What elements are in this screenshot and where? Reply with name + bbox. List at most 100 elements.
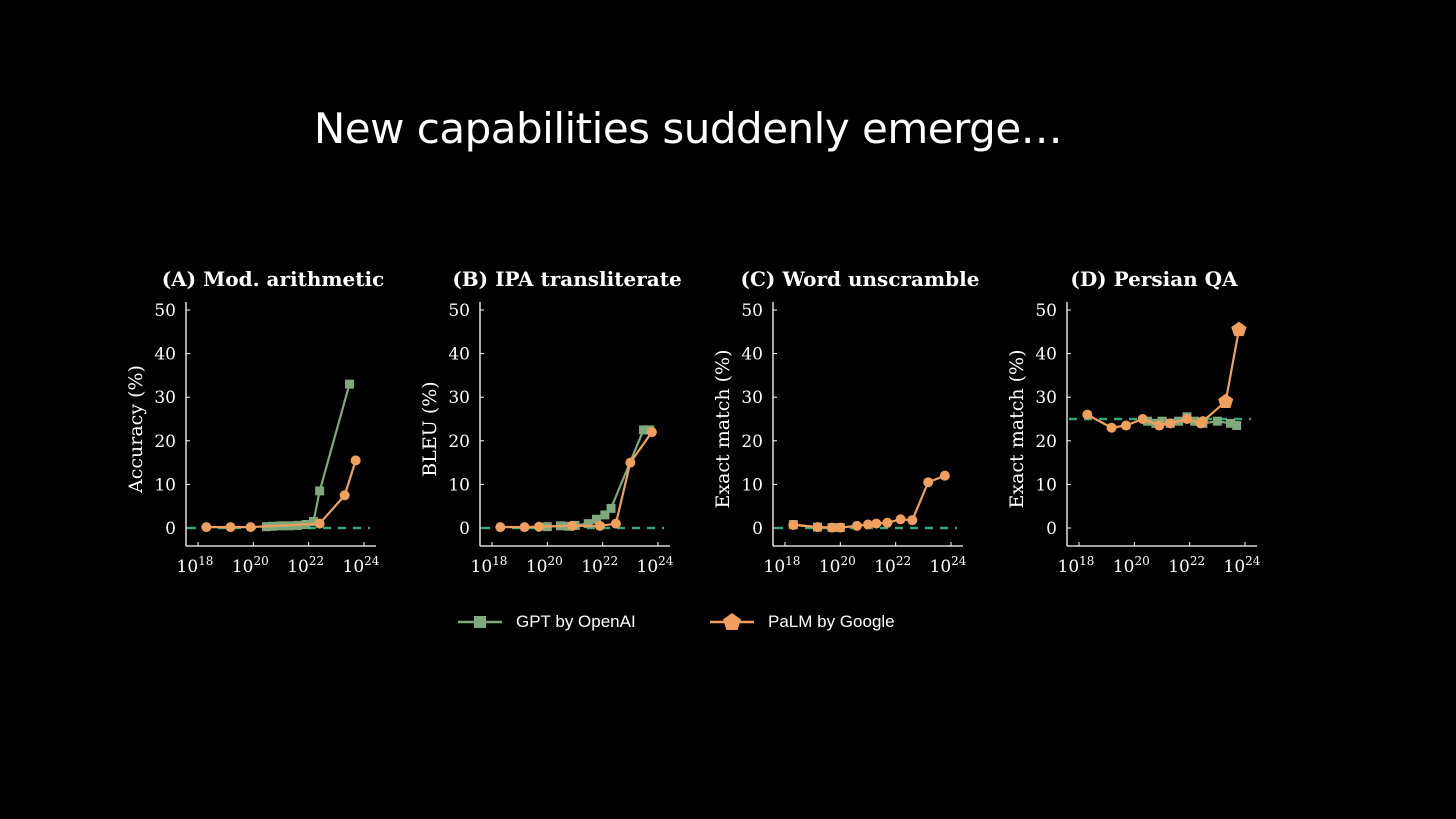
data-point-palm	[1181, 414, 1192, 424]
x-tick-label: 1022	[287, 554, 324, 577]
data-point-palm	[923, 477, 934, 488]
data-point-palm	[567, 520, 578, 531]
data-point-palm	[1197, 416, 1208, 427]
data-point-palm	[610, 518, 621, 529]
data-point-palm	[534, 521, 545, 532]
y-tick-label: 30	[448, 388, 470, 408]
y-tick-label: 30	[1035, 388, 1057, 408]
x-tick-label: 1018	[1058, 554, 1095, 577]
data-point-palm	[1218, 393, 1234, 408]
y-tick-label: 0	[165, 519, 176, 539]
data-point-palm	[646, 427, 657, 438]
y-tick-label: 20	[154, 432, 176, 452]
x-tick-label: 1024	[1224, 554, 1261, 577]
data-point-gpt	[1226, 418, 1236, 428]
data-point-gpt	[583, 519, 593, 529]
data-point-gpt	[345, 379, 355, 389]
y-tick-label: 40	[741, 345, 763, 365]
y-tick-label: 50	[1035, 301, 1057, 321]
x-tick-label: 1020	[819, 554, 856, 577]
data-point-palm	[882, 517, 893, 528]
data-point-palm	[788, 519, 799, 530]
chart-title: (A) Mod. arithmetic	[162, 267, 385, 291]
data-point-palm	[594, 520, 605, 531]
data-point-palm	[1137, 414, 1148, 424]
square-marker-icon	[458, 616, 502, 628]
x-tick-label: 1018	[177, 554, 214, 577]
data-point-palm	[519, 522, 530, 533]
x-tick-label: 1024	[637, 554, 674, 577]
data-point-palm	[1165, 418, 1176, 429]
data-point-palm	[895, 514, 906, 525]
data-point-palm	[939, 470, 950, 481]
y-tick-label: 10	[741, 475, 763, 495]
data-point-palm	[907, 515, 918, 526]
chart-title: (B) IPA transliterate	[452, 267, 681, 291]
series-line-gpt	[547, 428, 650, 528]
y-tick-label: 50	[741, 301, 763, 321]
data-point-palm	[1121, 420, 1132, 431]
y-tick-label: 0	[752, 519, 763, 539]
series-line-palm	[500, 431, 653, 529]
chart-title: (D) Persian QA	[1070, 267, 1238, 291]
x-tick-label: 1024	[343, 554, 380, 577]
legend-item-palm: PaLM by Google	[710, 612, 895, 632]
data-point-gpt	[600, 510, 610, 520]
data-point-palm	[851, 520, 862, 531]
y-tick-label: 0	[459, 519, 470, 539]
y-axis-label: Accuracy (%)	[125, 365, 147, 494]
y-tick-label: 40	[1035, 345, 1057, 365]
y-axis-label: Exact match (%)	[712, 349, 734, 508]
data-point-palm	[225, 522, 236, 533]
x-tick-label: 1018	[764, 554, 801, 577]
data-point-palm	[1106, 422, 1117, 433]
y-tick-label: 0	[1046, 519, 1057, 539]
data-point-palm	[1082, 409, 1093, 420]
data-point-palm	[871, 518, 882, 529]
y-axis-label: Exact match (%)	[1006, 349, 1028, 508]
y-tick-label: 10	[1035, 475, 1057, 495]
data-point-palm	[827, 522, 838, 533]
data-point-palm	[625, 457, 636, 468]
data-point-gpt	[1157, 416, 1167, 426]
data-point-palm	[1231, 321, 1247, 337]
data-point-palm	[1154, 420, 1165, 431]
x-tick-label: 1022	[1168, 554, 1205, 577]
x-tick-label: 1022	[874, 554, 911, 577]
data-point-palm	[835, 522, 846, 533]
data-point-palm	[350, 455, 361, 466]
data-point-palm	[245, 522, 256, 533]
series-line-palm	[206, 460, 357, 529]
y-tick-label: 40	[154, 345, 176, 365]
x-tick-label: 1020	[232, 554, 269, 577]
x-tick-label: 1024	[930, 554, 967, 577]
y-tick-label: 20	[741, 432, 763, 452]
data-point-gpt	[592, 514, 602, 524]
x-tick-label: 1018	[471, 554, 508, 577]
y-tick-label: 30	[741, 388, 763, 408]
data-point-palm	[812, 522, 823, 533]
x-tick-label: 1022	[581, 554, 618, 577]
x-tick-label: 1020	[526, 554, 563, 577]
pentagon-marker-icon	[710, 613, 754, 630]
data-point-palm	[339, 490, 350, 501]
y-axis-label: BLEU (%)	[419, 381, 441, 476]
y-tick-label: 50	[448, 301, 470, 321]
y-tick-label: 10	[154, 475, 176, 495]
data-point-palm	[201, 522, 212, 533]
legend-label-palm: PaLM by Google	[768, 612, 895, 631]
data-point-gpt	[1212, 416, 1222, 426]
legend-label-gpt: GPT by OpenAI	[516, 612, 636, 631]
data-point-gpt	[309, 516, 319, 526]
legend-item-gpt: GPT by OpenAI	[458, 612, 636, 632]
data-point-palm	[495, 522, 506, 533]
slide-title: New capabilities suddenly emerge…	[313, 104, 1063, 153]
y-tick-label: 10	[448, 475, 470, 495]
data-point-gpt	[606, 503, 616, 513]
series-line-palm	[1086, 329, 1240, 429]
